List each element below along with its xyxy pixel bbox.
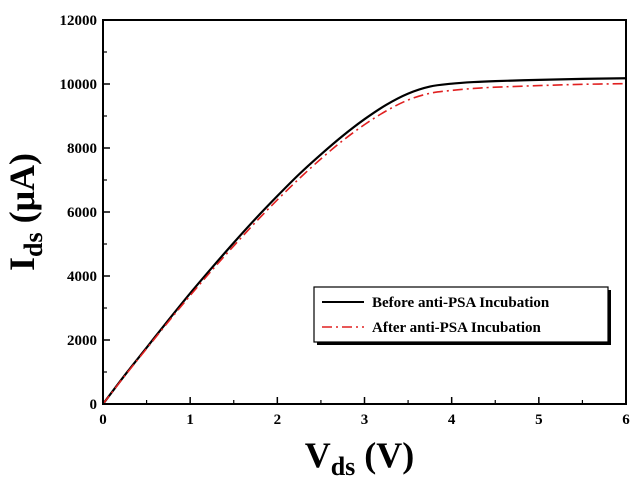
x-axis-label: Vds (V): [305, 435, 415, 481]
x-tick-label: 6: [622, 412, 630, 428]
legend-label-0: Before anti-PSA Incubation: [372, 295, 550, 311]
y-tick-label: 4000: [67, 269, 97, 285]
ticks-layer: 0 1 2 3 4 5 6 0 2000 4000 6000 8000 10000 12000: [60, 13, 631, 428]
legend-label-1: After anti-PSA Incubation: [372, 320, 542, 336]
x-axis-label-unit: (V): [355, 435, 414, 475]
y-axis-label-unit: (μA): [2, 153, 42, 232]
y-tick-label: 10000: [60, 77, 98, 93]
y-axis-label-subscript: ds: [19, 232, 48, 257]
x-axis-label-subscript: ds: [331, 452, 356, 481]
y-tick-label: 2000: [67, 333, 97, 349]
series-line-0: [102, 77, 627, 405]
y-tick-label: 0: [90, 397, 98, 413]
x-tick-label: 1: [186, 412, 194, 428]
series-line-1: [102, 82, 627, 405]
x-tick-label: 0: [99, 412, 107, 428]
legend-box: [313, 286, 609, 343]
x-tick-label: 3: [361, 412, 369, 428]
y-axis-label: Ids (μA): [2, 153, 48, 271]
x-tick-label: 5: [535, 412, 543, 428]
x-tick-label: 4: [448, 412, 456, 428]
y-tick-label: 6000: [67, 205, 97, 221]
y-tick-label: 8000: [67, 141, 97, 157]
x-tick-label: 2: [274, 412, 282, 428]
x-axis-label-main: V: [305, 435, 331, 475]
y-tick-label: 12000: [60, 13, 98, 29]
legend: Before anti-PSA Incubation After anti-PSA…: [313, 286, 611, 345]
y-axis-label-main: I: [2, 257, 42, 271]
plot-frame: [102, 19, 627, 405]
series-layer: [102, 77, 627, 405]
